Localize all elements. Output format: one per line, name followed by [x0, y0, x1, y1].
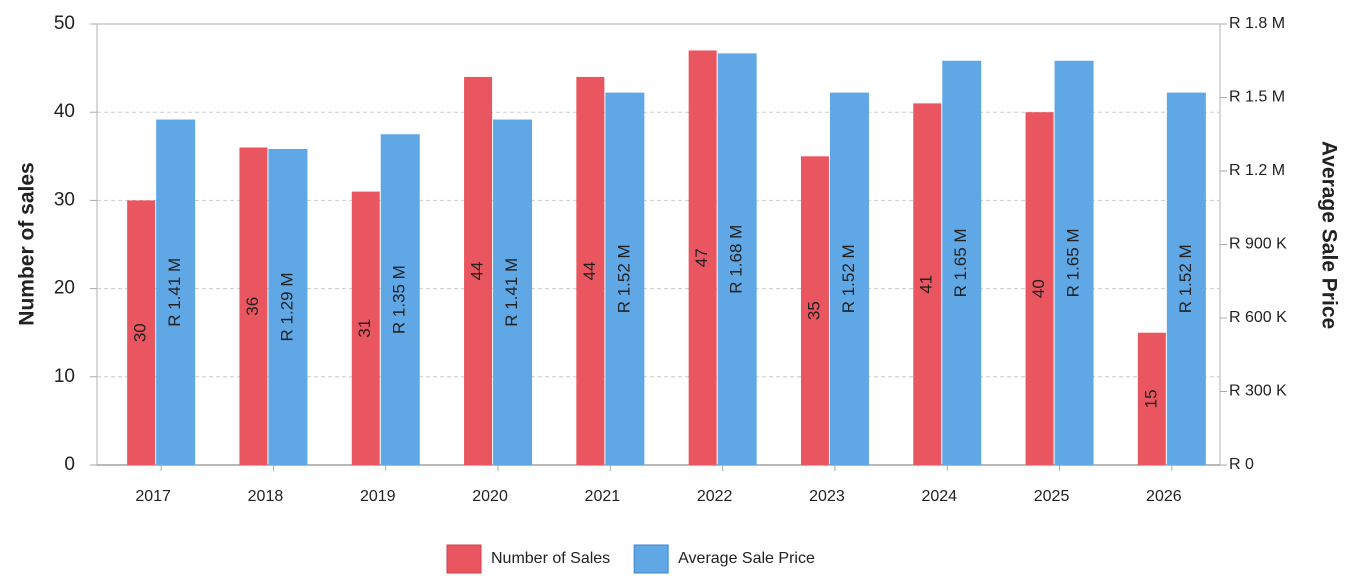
x-tick-label: 2023 [809, 488, 845, 505]
x-tick-label: 2022 [697, 488, 733, 505]
data-label: 36 [243, 297, 262, 316]
legend-label: Number of Sales [491, 550, 610, 567]
data-label: 41 [917, 275, 936, 294]
data-label: 31 [355, 319, 374, 338]
bar [464, 76, 493, 466]
y-tick-label: 0 [64, 454, 75, 475]
y-tick-label: 20 [54, 278, 75, 299]
y2-tick-label: R 1.5 M [1229, 89, 1285, 106]
legend-swatch [446, 544, 482, 574]
bar [688, 50, 717, 466]
bar [351, 191, 380, 465]
data-label: R 1.41 M [165, 258, 184, 327]
x-tick-label: 2026 [1146, 488, 1182, 505]
bar [1137, 332, 1166, 465]
bar [576, 76, 605, 466]
x-tick-label: 2024 [921, 488, 957, 505]
bar [1054, 60, 1094, 465]
bar [913, 103, 942, 465]
bar [829, 92, 869, 465]
legend-swatch [633, 544, 669, 574]
bar [800, 156, 829, 466]
data-label: 44 [580, 261, 599, 280]
x-tick-label: 2018 [248, 488, 284, 505]
data-label: R 1.65 M [951, 228, 970, 297]
y-tick-label: 50 [54, 13, 75, 34]
x-tick-label: 2020 [472, 488, 508, 505]
y2-tick-label: R 900 K [1229, 236, 1287, 253]
x-tick-label: 2025 [1034, 488, 1070, 505]
y-axis-title: Number of sales [16, 162, 39, 325]
data-label: R 1.52 M [614, 244, 633, 313]
x-tick-label: 2017 [135, 488, 171, 505]
data-label: R 1.29 M [277, 272, 296, 341]
x-tick-label: 2019 [360, 488, 396, 505]
bar [239, 147, 268, 466]
bar [493, 119, 533, 466]
bar [1025, 112, 1054, 465]
data-label: R 1.41 M [502, 258, 521, 327]
data-label: 35 [804, 301, 823, 320]
bar [942, 60, 982, 465]
y2-tick-label: R 0 [1229, 456, 1254, 473]
data-label: 30 [131, 323, 150, 342]
data-label: 15 [1141, 389, 1160, 408]
y2-tick-label: R 600 K [1229, 309, 1287, 326]
bar [380, 134, 420, 465]
data-label: 44 [468, 261, 487, 280]
y-tick-label: 10 [54, 366, 75, 387]
legend-label: Average Sale Price [678, 550, 815, 567]
bar [268, 148, 308, 465]
bar [1166, 92, 1206, 465]
y-tick-label: 30 [54, 189, 75, 210]
y2-tick-label: R 1.2 M [1229, 162, 1285, 179]
y2-tick-label: R 300 K [1229, 383, 1287, 400]
data-label: R 1.52 M [839, 244, 858, 313]
data-label: 47 [692, 248, 711, 267]
data-label: R 1.52 M [1176, 244, 1195, 313]
bar [605, 92, 645, 465]
y2-axis-title: Average Sale Price [1317, 141, 1340, 329]
data-label: R 1.68 M [727, 225, 746, 294]
y2-tick-label: R 1.8 M [1229, 15, 1285, 32]
data-label: R 1.65 M [1064, 228, 1083, 297]
data-label: R 1.35 M [390, 265, 409, 334]
bar [156, 119, 196, 466]
bar [127, 200, 156, 465]
bar [717, 53, 757, 466]
x-tick-label: 2021 [585, 488, 621, 505]
y-tick-label: 40 [54, 101, 75, 122]
data-label: 40 [1029, 279, 1048, 298]
